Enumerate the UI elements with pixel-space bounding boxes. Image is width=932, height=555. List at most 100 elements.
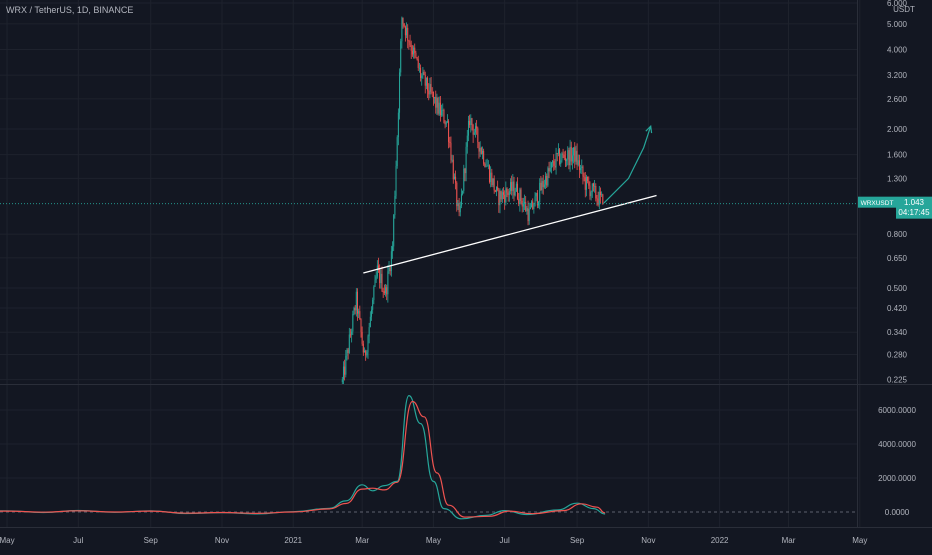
candle-body[interactable] bbox=[358, 311, 360, 314]
candle-body[interactable] bbox=[393, 215, 395, 247]
candle-body[interactable] bbox=[578, 160, 580, 171]
candle-body[interactable] bbox=[474, 126, 476, 133]
candle-body[interactable] bbox=[462, 190, 464, 195]
candle-body[interactable] bbox=[348, 334, 350, 353]
candle-body[interactable] bbox=[448, 121, 450, 142]
candle-body[interactable] bbox=[376, 265, 378, 277]
candle-body[interactable] bbox=[550, 162, 552, 168]
candle-body[interactable] bbox=[535, 192, 537, 197]
candle-body[interactable] bbox=[445, 121, 447, 125]
candle-body[interactable] bbox=[495, 186, 497, 192]
candle-body[interactable] bbox=[369, 316, 371, 328]
candle-body[interactable] bbox=[547, 168, 549, 186]
candle-body[interactable] bbox=[486, 165, 488, 167]
candle-body[interactable] bbox=[487, 165, 489, 167]
candle-body[interactable] bbox=[533, 206, 535, 209]
candle-body[interactable] bbox=[575, 150, 577, 162]
candle-body[interactable] bbox=[450, 142, 452, 160]
candle-body[interactable] bbox=[423, 71, 425, 75]
candle-body[interactable] bbox=[407, 27, 409, 41]
candle-body[interactable] bbox=[598, 191, 600, 205]
candle-body[interactable] bbox=[363, 350, 365, 353]
candle-body[interactable] bbox=[581, 166, 583, 169]
candle-body[interactable] bbox=[366, 352, 368, 356]
candle-body[interactable] bbox=[591, 183, 593, 193]
candle-body[interactable] bbox=[459, 205, 461, 213]
candle-body[interactable] bbox=[427, 77, 429, 91]
candle-body[interactable] bbox=[420, 67, 422, 78]
candle-body[interactable] bbox=[585, 176, 587, 190]
candle-body[interactable] bbox=[399, 72, 401, 113]
candle-body[interactable] bbox=[414, 47, 416, 53]
candle-body[interactable] bbox=[498, 189, 500, 206]
candle-body[interactable] bbox=[500, 191, 502, 200]
candle-body[interactable] bbox=[582, 166, 584, 177]
candle-body[interactable] bbox=[477, 128, 479, 143]
candle-body[interactable] bbox=[536, 192, 538, 206]
candle-body[interactable] bbox=[493, 178, 495, 191]
candle-body[interactable] bbox=[406, 27, 408, 36]
candle-body[interactable] bbox=[341, 379, 343, 383]
candle-body[interactable] bbox=[520, 189, 522, 202]
candle-body[interactable] bbox=[425, 77, 427, 86]
candle-body[interactable] bbox=[583, 176, 585, 178]
candle-body[interactable] bbox=[573, 147, 575, 156]
candle-body[interactable] bbox=[349, 334, 351, 336]
candle-body[interactable] bbox=[519, 189, 521, 204]
candle-body[interactable] bbox=[355, 291, 357, 311]
candle-body[interactable] bbox=[436, 97, 438, 108]
candle-body[interactable] bbox=[595, 185, 597, 199]
candle-body[interactable] bbox=[569, 146, 571, 166]
candle-body[interactable] bbox=[389, 267, 391, 272]
candle-body[interactable] bbox=[561, 153, 563, 161]
symbol-badge[interactable] bbox=[858, 196, 896, 208]
candle-body[interactable] bbox=[526, 208, 528, 212]
candle-body[interactable] bbox=[464, 168, 466, 174]
candle-body[interactable] bbox=[428, 90, 430, 95]
candle-body[interactable] bbox=[410, 45, 412, 51]
candle-body[interactable] bbox=[342, 366, 344, 380]
candle-body[interactable] bbox=[576, 150, 578, 165]
candle-body[interactable] bbox=[471, 118, 473, 126]
candle-body[interactable] bbox=[511, 182, 513, 191]
candle-body[interactable] bbox=[375, 276, 377, 280]
candle-body[interactable] bbox=[362, 343, 364, 353]
candle-body[interactable] bbox=[566, 159, 568, 162]
candle-body[interactable] bbox=[438, 102, 440, 114]
candle-body[interactable] bbox=[587, 176, 589, 182]
candle-body[interactable] bbox=[466, 135, 468, 147]
oscillator-pane[interactable] bbox=[0, 394, 857, 520]
candle-body[interactable] bbox=[510, 182, 512, 192]
candle-body[interactable] bbox=[556, 153, 558, 154]
candle-body[interactable] bbox=[387, 271, 389, 295]
candle-body[interactable] bbox=[577, 160, 579, 165]
candle-body[interactable] bbox=[421, 75, 423, 78]
candle-body[interactable] bbox=[411, 50, 413, 55]
candle-body[interactable] bbox=[485, 166, 487, 167]
candle-body[interactable] bbox=[480, 147, 482, 154]
candle-body[interactable] bbox=[417, 59, 419, 68]
candle-body[interactable] bbox=[507, 192, 509, 196]
candle-body[interactable] bbox=[501, 192, 503, 200]
candle-body[interactable] bbox=[476, 126, 478, 129]
candle-body[interactable] bbox=[543, 184, 545, 188]
candle-body[interactable] bbox=[383, 291, 385, 294]
candle-body[interactable] bbox=[564, 157, 566, 162]
candle-body[interactable] bbox=[404, 26, 406, 36]
candle-body[interactable] bbox=[352, 313, 354, 332]
candle-body[interactable] bbox=[588, 181, 590, 186]
osc-series-2[interactable] bbox=[0, 400, 606, 518]
candle-body[interactable] bbox=[413, 47, 415, 55]
candle-body[interactable] bbox=[499, 191, 501, 206]
candle-body[interactable] bbox=[546, 176, 548, 186]
candle-body[interactable] bbox=[492, 178, 494, 186]
candle-body[interactable] bbox=[483, 150, 485, 164]
candle-body[interactable] bbox=[553, 161, 555, 166]
candle-body[interactable] bbox=[589, 185, 591, 197]
candle-body[interactable] bbox=[467, 120, 469, 136]
candle-body[interactable] bbox=[351, 331, 353, 335]
candle-body[interactable] bbox=[465, 146, 467, 174]
candle-body[interactable] bbox=[446, 121, 448, 122]
candle-body[interactable] bbox=[504, 194, 506, 203]
candle-body[interactable] bbox=[401, 17, 403, 42]
